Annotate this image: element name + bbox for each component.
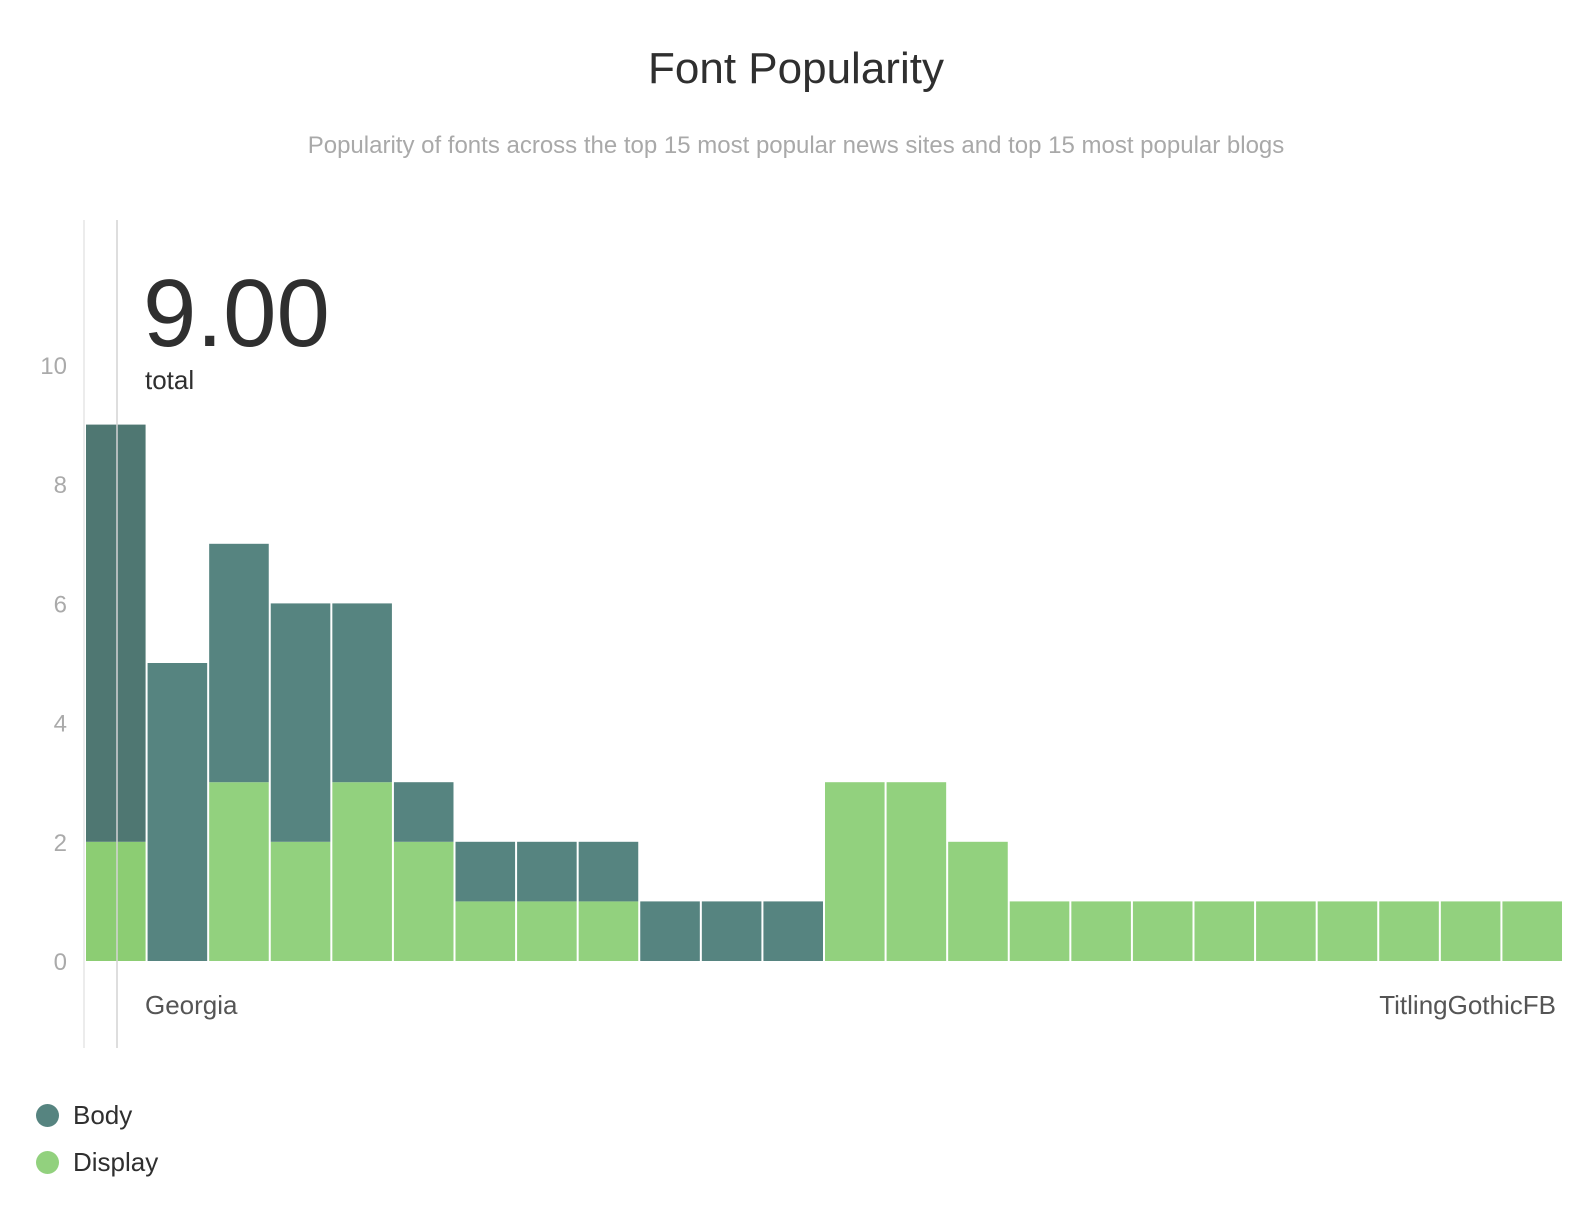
bar-display	[86, 841, 146, 961]
x-tick-label: Georgia	[145, 990, 238, 1020]
bar-body	[393, 782, 454, 842]
legend-label-display: Display	[73, 1147, 159, 1177]
bar-display	[1071, 901, 1131, 961]
bar-display	[1502, 901, 1562, 961]
bar-display	[455, 901, 516, 961]
bar-body	[455, 841, 516, 902]
bar-display	[209, 782, 269, 961]
y-tick-label: 10	[40, 353, 67, 380]
bar-display	[1256, 901, 1316, 961]
bar-display	[332, 782, 392, 961]
bar-display	[948, 841, 1008, 961]
bar-display	[517, 901, 577, 961]
bar-display	[886, 782, 947, 961]
bar-body	[517, 841, 577, 902]
chart-legend: Body Display	[36, 1092, 158, 1186]
bar-body	[86, 424, 146, 842]
bar-body	[578, 841, 639, 902]
bar-display	[1132, 901, 1193, 961]
readout-label: total	[145, 365, 194, 395]
bar-body	[332, 603, 392, 783]
y-tick-label: 2	[54, 830, 67, 857]
legend-item-body[interactable]: Body	[36, 1092, 158, 1139]
bar-display	[1440, 901, 1501, 961]
legend-swatch-body	[36, 1104, 59, 1127]
bar-display	[393, 841, 454, 961]
bar-body	[763, 901, 823, 961]
bar-display	[1317, 901, 1378, 961]
y-tick-label: 8	[54, 472, 67, 499]
readout-value: 9.00	[143, 260, 330, 367]
legend-label-body: Body	[73, 1100, 133, 1130]
y-tick-label: 0	[54, 949, 67, 976]
chart-subtitle: Popularity of fonts across the top 15 mo…	[307, 132, 1285, 159]
bar-body	[147, 663, 208, 961]
bar-display	[1009, 901, 1070, 961]
bar-display	[1379, 901, 1439, 961]
legend-item-display[interactable]: Display	[36, 1139, 158, 1186]
x-tick-label: TitlingGothicFB	[1379, 990, 1556, 1020]
bar-body	[209, 543, 269, 783]
chart-title: Font Popularity	[648, 44, 944, 93]
bar-display	[578, 901, 639, 961]
bar-display	[270, 841, 331, 961]
bar-display	[1194, 901, 1255, 961]
legend-swatch-display	[36, 1151, 59, 1174]
bar-display	[825, 782, 885, 961]
y-tick-label: 4	[54, 711, 67, 738]
y-tick-label: 6	[54, 591, 67, 618]
bar-body	[701, 901, 762, 961]
bar-body	[270, 603, 331, 842]
bar-body	[640, 901, 700, 961]
